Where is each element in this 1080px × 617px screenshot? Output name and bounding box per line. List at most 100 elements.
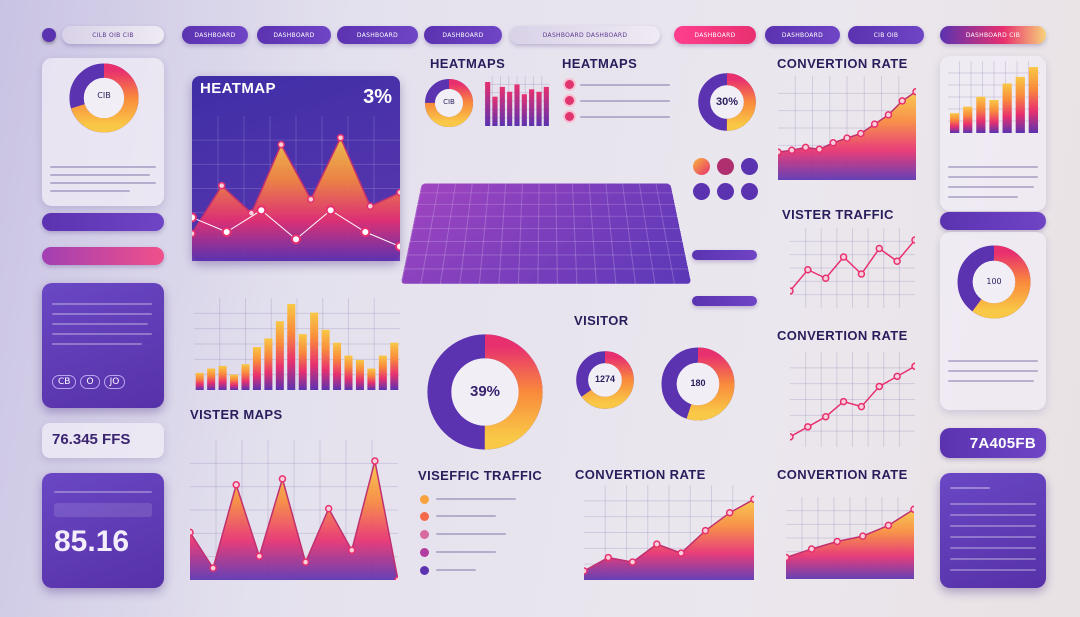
area [584,499,754,580]
bar [1028,67,1039,133]
heatmap-grid [400,183,692,285]
donut-card: 100 [940,232,1046,410]
nav-pill[interactable]: CILB OIB CIB [62,26,164,44]
nav-pill[interactable]: DASHBOARD [257,26,331,44]
data-point [628,558,637,566]
nav-pill[interactable]: DASHBOARD [674,26,756,44]
nav-pill[interactable]: DASHBOARD DASHBOARD [510,26,660,44]
traffic-line-chart [786,228,919,308]
donut-label: 180 [690,378,706,388]
value-card: 76.345 FFS [42,423,164,458]
data-point [653,540,661,548]
data-point [839,397,848,406]
nav-pill[interactable]: DASHBOARD CIB [940,26,1046,44]
donut-segment [661,347,735,421]
right_bars-svg [948,61,1040,133]
circle-icon[interactable] [693,183,710,200]
data-point [725,508,734,517]
data-point [893,257,901,265]
data-point [804,423,812,431]
circle-icon[interactable] [741,183,758,200]
panel-title: HEATMAPS [562,56,638,71]
data-point [580,567,588,575]
heatmap_area-svg [187,116,405,261]
data-point [912,87,920,96]
circle-icon[interactable] [717,183,734,200]
list-pill[interactable] [692,296,757,306]
donut-svg [427,334,543,450]
data-point [677,549,685,557]
bar-card [940,56,1046,211]
conv2-svg [786,352,919,447]
donut-segment [427,334,543,450]
data-point [898,97,906,105]
nav-pill[interactable]: DASHBOARD [337,26,418,44]
donut-chart [425,332,545,452]
chip[interactable]: JO [103,375,126,389]
percent-value: 3% [363,86,392,108]
bar [298,334,307,390]
data-point [209,564,217,572]
data-point [911,236,919,244]
donut-hole [435,89,463,117]
bar [218,365,227,390]
donut-svg [698,73,756,131]
data-point [325,205,336,216]
series-line [191,135,401,235]
metric-card: 85.16 [42,473,164,588]
bar [989,100,999,133]
left-pill[interactable] [42,247,164,265]
donut-chart [68,62,140,134]
data-point [221,227,232,237]
bar [207,368,216,390]
circle-icon[interactable] [741,158,758,175]
bar [195,372,204,390]
right-pill[interactable] [940,212,1046,230]
code-pill[interactable]: 7A405FB [940,428,1046,458]
data-point [843,134,851,142]
data-point [701,526,710,535]
donut-segment [698,73,756,131]
panel-title: VISITOR [574,313,629,328]
data-point [774,148,782,156]
panel-title: HEATMAP [200,80,276,97]
bar [514,84,520,126]
data-point [217,181,226,190]
nav-pill[interactable]: DASHBOARD [182,26,248,44]
chip[interactable]: O [80,375,100,389]
nav-pill[interactable]: DASHBOARD [424,26,502,44]
bar [367,368,376,390]
bar [543,86,549,126]
data-point [786,433,794,441]
donut-chart [575,350,635,410]
series-line [583,498,755,572]
donut-chart [660,346,736,422]
bar [949,113,960,133]
bar [485,82,491,126]
bar [536,91,542,126]
donut-svg [957,245,1031,319]
donut-label: CIB [97,91,111,100]
nav-pill[interactable]: DASHBOARD [765,26,840,44]
bar [252,347,261,390]
data-point [893,372,901,381]
avatar-icon[interactable] [42,28,56,42]
left-pill[interactable] [42,213,164,231]
circle-icon[interactable] [717,158,734,175]
data-point [884,521,893,530]
conv1-svg [774,76,920,180]
panel-title: VISTER TRAFFIC [782,207,894,222]
panel-title: CONVERTION RATE [575,467,706,482]
circle-icon[interactable] [693,158,710,175]
chip[interactable]: CB [52,375,77,389]
area [778,91,916,180]
donut-chart [956,244,1032,320]
list-pill[interactable] [692,250,757,260]
data-point [395,241,405,252]
donut-svg [425,79,473,127]
donut-label: 100 [986,277,1002,286]
nav-pill[interactable]: CIB OIB [848,26,924,44]
data-point [187,212,197,223]
bar [976,96,986,133]
donut-label: 39% [469,383,501,400]
